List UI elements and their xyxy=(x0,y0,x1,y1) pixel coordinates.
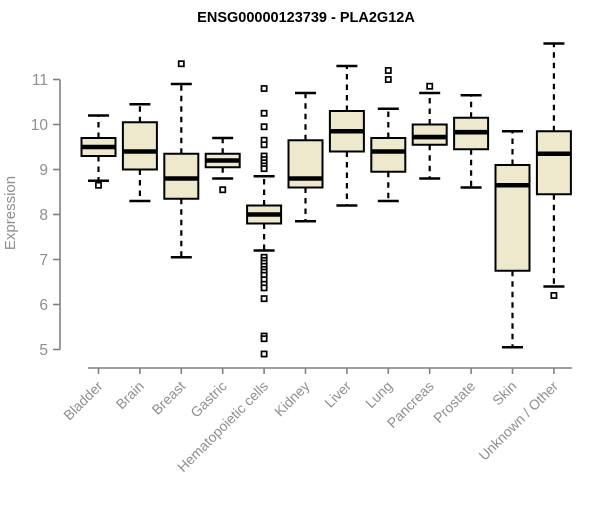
box-unknown-other xyxy=(535,130,572,196)
chart-title: ENSG00000123739 - PLA2G12A xyxy=(197,10,415,26)
outlier-hematopoietic-cells xyxy=(260,350,268,358)
outlier-lung xyxy=(384,67,392,74)
y-tick-label: 9 xyxy=(39,162,48,179)
x-tick-label-prostate: Prostate xyxy=(430,378,478,426)
box-pancreas xyxy=(411,123,448,146)
x-tick-label-skin: Skin xyxy=(489,378,520,409)
outlier-hematopoietic-cells xyxy=(260,123,268,131)
outlier-hematopoietic-cells xyxy=(260,335,268,343)
outlier-gastric xyxy=(219,186,227,194)
outlier-unknown-other xyxy=(550,292,558,299)
x-tick-label-bladder: Bladder xyxy=(60,378,106,424)
x-tick-label-breast: Breast xyxy=(148,378,188,418)
x-tick-label-brain: Brain xyxy=(113,378,147,412)
outlier-bladder xyxy=(95,181,102,189)
y-tick-label: 8 xyxy=(39,207,48,224)
x-tick-label-liver: Liver xyxy=(321,378,354,411)
outlier-pancreas xyxy=(426,82,434,90)
x-tick-label-lung: Lung xyxy=(362,378,395,411)
x-tick-label-kidney: Kidney xyxy=(271,378,313,420)
outlier-hematopoietic-cells xyxy=(260,284,268,292)
outlier-hematopoietic-cells xyxy=(260,165,268,173)
outlier-hematopoietic-cells xyxy=(260,141,268,149)
y-tick-label: 10 xyxy=(31,117,49,134)
outlier-lung xyxy=(384,76,392,83)
outlier-hematopoietic-cells xyxy=(260,85,268,92)
outlier-hematopoietic-cells xyxy=(260,295,268,303)
y-tick-label: 6 xyxy=(39,297,48,314)
outlier-hematopoietic-cells xyxy=(260,109,268,117)
y-axis-title: Expression xyxy=(2,176,19,250)
x-tick-label-unknown-other: Unknown / Other xyxy=(475,378,561,464)
outlier-breast xyxy=(177,60,185,68)
y-tick-label: 5 xyxy=(39,342,48,359)
box-skin xyxy=(494,164,531,272)
box-lung xyxy=(370,137,407,173)
box-brain xyxy=(121,121,158,171)
y-tick-label: 7 xyxy=(39,252,48,269)
y-tick-label: 11 xyxy=(32,72,48,89)
